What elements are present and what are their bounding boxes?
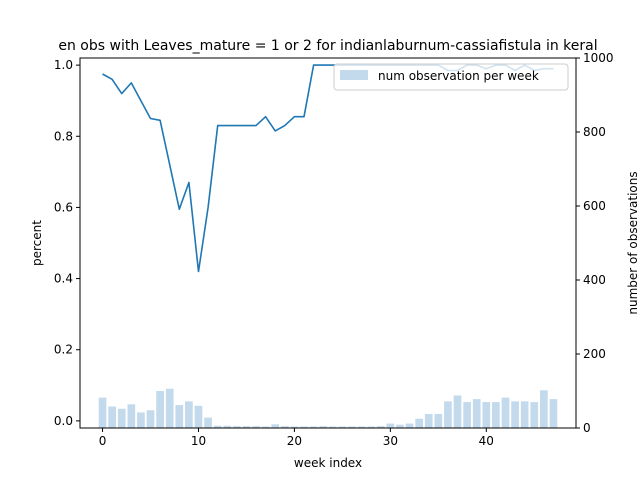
plot-frame xyxy=(79,57,577,429)
y-axis-label-left: percent xyxy=(30,220,44,266)
bar-week-16 xyxy=(252,426,260,428)
y-right-tick-label-200: 200 xyxy=(583,347,606,361)
bar-week-38 xyxy=(463,402,471,428)
percent-line xyxy=(102,64,554,273)
bar-week-5 xyxy=(146,410,155,428)
bar-week-33 xyxy=(415,418,423,428)
bar-week-20 xyxy=(290,426,299,428)
bar-week-8 xyxy=(175,405,184,428)
bar-week-30 xyxy=(386,423,395,428)
y-right-tick-label-800: 800 xyxy=(583,125,606,139)
bar-week-3 xyxy=(127,404,136,428)
bar-week-23 xyxy=(319,426,328,428)
bar-week-40 xyxy=(482,402,491,428)
bar-week-7 xyxy=(165,388,174,428)
y-right-tick-label-400: 400 xyxy=(583,273,606,287)
bar-week-46 xyxy=(540,390,548,428)
bar-week-12 xyxy=(213,425,222,428)
bar-week-47 xyxy=(549,399,558,428)
bar-week-26 xyxy=(348,426,356,428)
line-layer xyxy=(102,64,554,273)
bar-week-22 xyxy=(309,426,318,428)
y-left-tick-label-0.4: 0.4 xyxy=(54,272,73,286)
bar-week-27 xyxy=(357,426,366,428)
y-left-tick-label-0.8: 0.8 xyxy=(54,129,73,143)
y-left-tick-label-0.2: 0.2 xyxy=(54,343,73,357)
bar-week-39 xyxy=(472,399,481,428)
bar-week-15 xyxy=(242,426,251,428)
bars-layer xyxy=(98,388,558,428)
x-tick-label-40: 40 xyxy=(479,434,494,448)
axes-layer: 0 10 20 30 40 0.0 0.2 0.4 0.6 0.8 1.0 0 200 400 600 800… xyxy=(54,51,614,448)
bar-week-41 xyxy=(492,402,500,428)
bar-week-37 xyxy=(453,395,462,428)
x-tick-label-10: 10 xyxy=(191,434,206,448)
bar-week-13 xyxy=(223,425,232,428)
bar-week-0 xyxy=(98,397,107,428)
y-left-tick-label-1: 1.0 xyxy=(54,58,73,72)
bar-week-6 xyxy=(156,391,164,428)
y-axis-label-right: number of observations xyxy=(626,171,640,314)
y-left-tick-label-0.6: 0.6 xyxy=(54,200,73,214)
bar-week-35 xyxy=(434,413,443,428)
bar-week-9 xyxy=(185,401,193,428)
bar-week-17 xyxy=(261,426,270,428)
bar-week-11 xyxy=(204,417,212,428)
x-tick-label-20: 20 xyxy=(287,434,302,448)
legend: num observation per week xyxy=(333,63,569,91)
legend-box xyxy=(333,63,569,91)
bar-week-24 xyxy=(328,426,337,428)
bar-week-2 xyxy=(117,408,126,428)
chart-title: en obs with Leaves_mature = 1 or 2 for i… xyxy=(58,38,597,54)
bar-week-19 xyxy=(280,426,289,428)
x-tick-label-30: 30 xyxy=(383,434,398,448)
x-axis-label: week index xyxy=(294,456,362,470)
bar-week-4 xyxy=(137,412,145,428)
bar-week-36 xyxy=(444,401,452,428)
y-left-tick-label-0: 0.0 xyxy=(54,414,73,428)
bar-week-1 xyxy=(108,406,116,428)
bar-week-34 xyxy=(424,413,433,428)
bar-week-42 xyxy=(501,397,510,428)
bar-week-32 xyxy=(405,423,414,428)
bar-week-21 xyxy=(300,426,308,428)
bar-week-18 xyxy=(271,424,280,428)
legend-label: num observation per week xyxy=(378,69,539,83)
legend-swatch xyxy=(340,70,368,80)
bar-week-45 xyxy=(530,402,539,428)
x-tick-label-0: 0 xyxy=(99,434,107,448)
bar-week-44 xyxy=(520,401,529,428)
y-right-tick-label-600: 600 xyxy=(583,199,606,213)
bar-week-14 xyxy=(233,426,241,428)
bar-week-28 xyxy=(367,426,376,428)
bar-week-10 xyxy=(194,405,203,428)
y-right-tick-label-0: 0 xyxy=(583,421,591,435)
y-right-tick-label-1000: 1000 xyxy=(583,51,614,65)
bar-week-43 xyxy=(511,401,519,428)
bar-week-31 xyxy=(396,424,404,428)
bar-week-29 xyxy=(376,426,385,428)
bar-week-25 xyxy=(338,426,347,428)
